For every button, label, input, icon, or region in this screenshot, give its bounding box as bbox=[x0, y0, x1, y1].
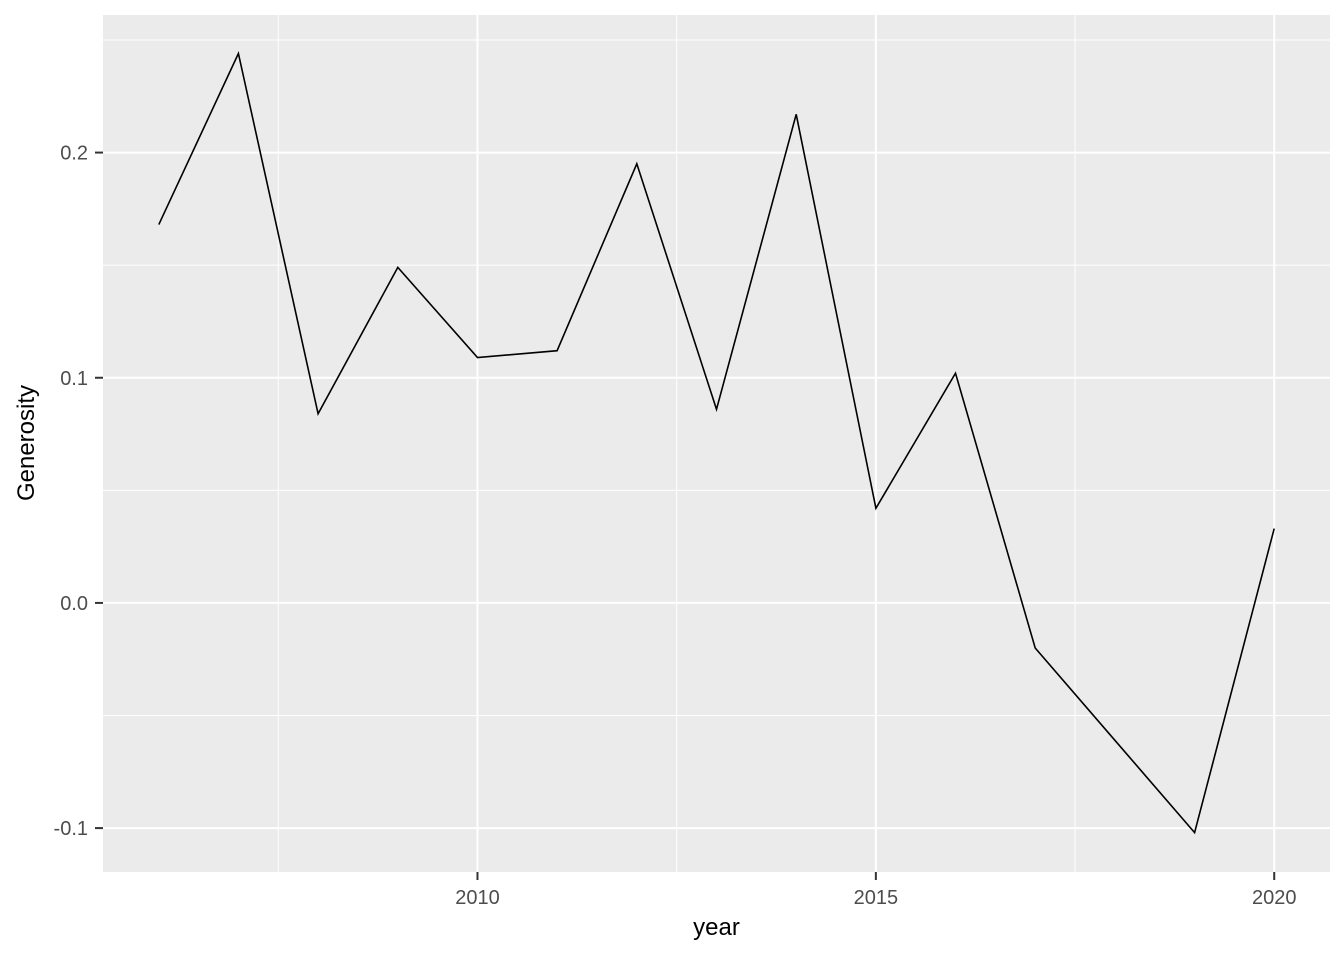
x-tick-label: 2015 bbox=[854, 887, 899, 909]
x-tick-label: 2010 bbox=[455, 887, 500, 909]
y-tick-label: 0.0 bbox=[60, 593, 88, 615]
data-line bbox=[158, 51, 1275, 835]
y-axis-title: Generosity bbox=[13, 384, 40, 502]
plot-panel bbox=[103, 15, 1330, 872]
y-tick-label: -0.1 bbox=[54, 818, 88, 840]
y-tick-label: 0.2 bbox=[60, 143, 88, 165]
x-axis-title: year bbox=[693, 914, 740, 941]
y-tick-label: 0.1 bbox=[60, 368, 88, 390]
x-tick-label: 2020 bbox=[1252, 887, 1297, 909]
